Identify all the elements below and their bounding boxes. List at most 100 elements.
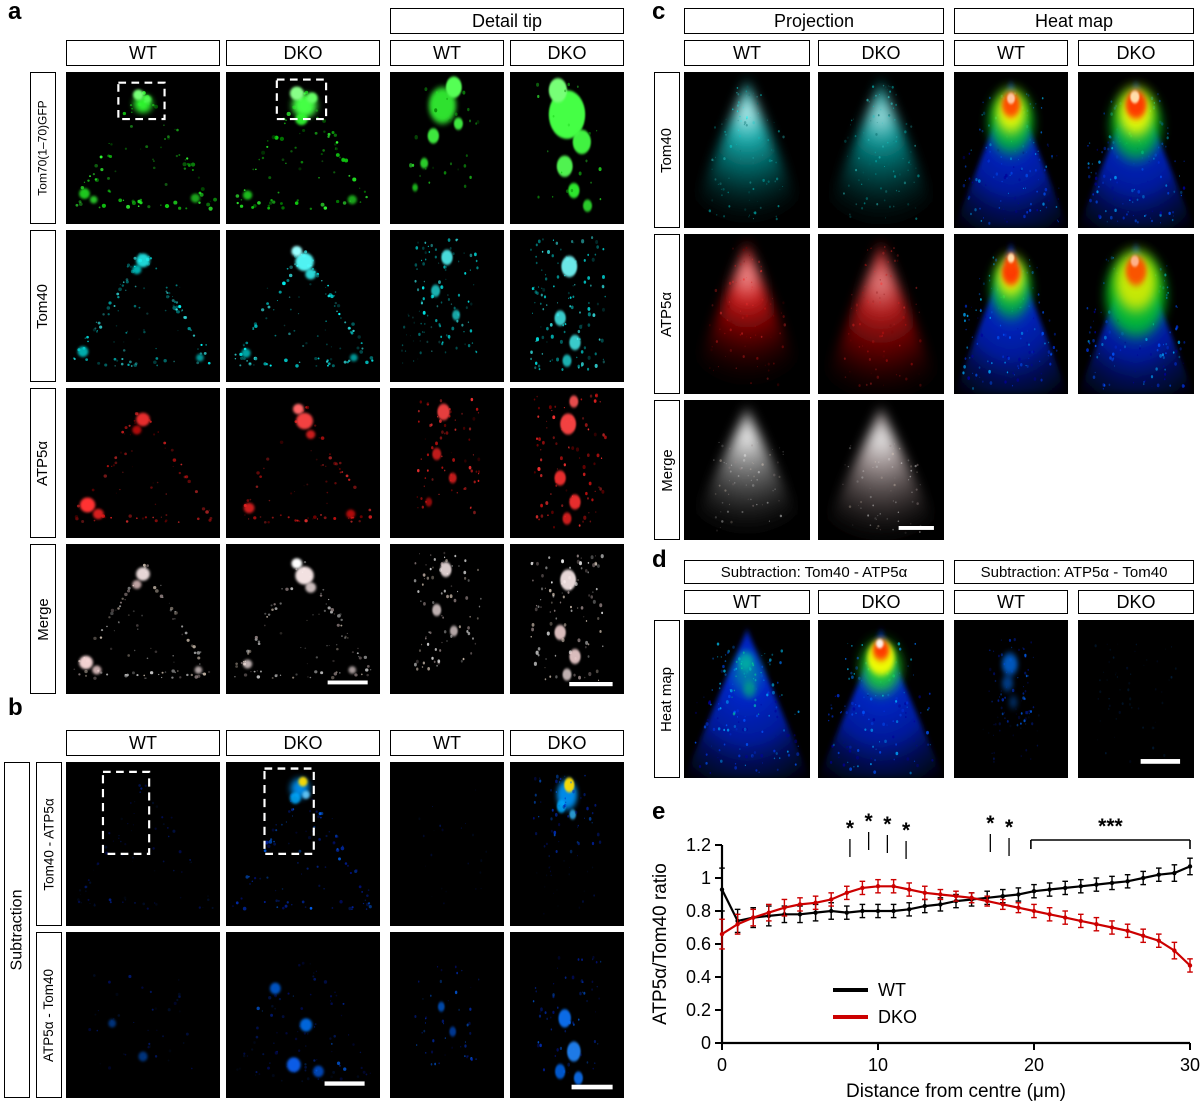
panel-c-label: c <box>652 0 666 25</box>
micrograph-a-atp5a-dko <box>226 388 380 538</box>
panel-a-detail-header-dko: DKO <box>510 40 624 66</box>
svg-text:30: 30 <box>1180 1055 1200 1075</box>
panel-d-label: d <box>652 546 667 573</box>
panel-c-row-label-tom40: Tom40 <box>654 72 680 228</box>
svg-text:*: * <box>865 810 874 833</box>
micrograph-a-atp5a-wt-detail <box>390 388 504 538</box>
heatmap-d-sub2-wt <box>954 620 1068 778</box>
micrograph-b-sub2-dko-detail <box>510 932 624 1098</box>
panel-e-label: e <box>652 798 666 825</box>
heatmap-d-sub2-dko <box>1078 620 1194 778</box>
panel-b-row-label-tom40-atp5a: Tom40 - ATP5α <box>36 762 62 926</box>
micrograph-a-merge-wt <box>66 544 220 694</box>
panel-a-col-header-wt: WT <box>66 40 220 66</box>
micrograph-a-gfp-wt-detail <box>390 72 504 224</box>
micrograph-c-proj-merge-dko <box>818 400 944 540</box>
svg-text:*: * <box>846 817 855 840</box>
panel-c-heat-header-dko: DKO <box>1078 40 1194 66</box>
heatmap-c-atp5a-wt <box>954 234 1068 394</box>
micrograph-b-sub2-wt-detail <box>390 932 504 1098</box>
micrograph-a-tom40-wt-detail <box>390 230 504 382</box>
micrograph-b-sub1-dko <box>226 762 380 926</box>
svg-text:1.2: 1.2 <box>686 835 711 855</box>
micrograph-a-merge-dko <box>226 544 380 694</box>
panel-a-label: a <box>8 0 22 25</box>
panel-d-header-wt-2: WT <box>954 590 1068 614</box>
micrograph-a-tom40-dko <box>226 230 380 382</box>
svg-text:0.8: 0.8 <box>686 901 711 921</box>
micrograph-b-sub2-wt <box>66 932 220 1098</box>
micrograph-a-gfp-dko-detail <box>510 72 624 224</box>
heatmap-c-tom40-dko <box>1078 72 1194 228</box>
heatmap-c-tom40-wt <box>954 72 1068 228</box>
micrograph-c-proj-tom40-dko <box>818 72 944 228</box>
panel-d-group-header-1: Subtraction: Tom40 - ATP5α <box>684 560 944 584</box>
panel-c-group-header-projection: Projection <box>684 8 944 34</box>
panel-c-row-label-merge: Merge <box>654 400 680 540</box>
panel-a-row-label-tom40: Tom40 <box>30 230 56 382</box>
micrograph-a-atp5a-wt <box>66 388 220 538</box>
svg-text:*: * <box>1005 816 1014 839</box>
svg-text:*: * <box>986 812 995 835</box>
panel-c-proj-header-dko: DKO <box>818 40 944 66</box>
micrograph-a-gfp-dko <box>226 72 380 224</box>
micrograph-b-sub1-wt-detail <box>390 762 504 926</box>
panel-b-col-header-wt: WT <box>66 730 220 756</box>
svg-text:*: * <box>883 813 892 836</box>
panel-b-detail-header-dko: DKO <box>510 730 624 756</box>
micrograph-c-proj-tom40-wt <box>684 72 810 228</box>
panel-e-chart: 0 0.2 0.4 0.6 0.8 1 1.2 0 10 20 30 Distance from ce… <box>650 806 1200 1105</box>
micrograph-a-atp5a-dko-detail <box>510 388 624 538</box>
panel-a-row-label-atp5a: ATP5α <box>30 388 56 538</box>
svg-text:***: *** <box>1098 815 1123 838</box>
micrograph-c-proj-atp5a-wt <box>684 234 810 394</box>
micrograph-a-tom40-wt <box>66 230 220 382</box>
svg-text:*: * <box>902 819 911 842</box>
micrograph-b-sub2-dko <box>226 932 380 1098</box>
panel-b-row-label-atp5a-tom40: ATP5α - Tom40 <box>36 932 62 1098</box>
panel-a-detail-tip-header: Detail tip <box>390 8 624 34</box>
micrograph-a-merge-dko-detail <box>510 544 624 694</box>
svg-text:Distance from centre (μm): Distance from centre (μm) <box>846 1081 1066 1102</box>
svg-text:1: 1 <box>701 868 711 888</box>
panel-d-header-dko-1: DKO <box>818 590 944 614</box>
svg-text:DKO: DKO <box>878 1007 917 1027</box>
panel-a-row-label-gfp: Tom70(1–70)GFP <box>30 72 56 224</box>
panel-b-detail-header-wt: WT <box>390 730 504 756</box>
panel-c-group-header-heatmap: Heat map <box>954 8 1194 34</box>
svg-text:10: 10 <box>868 1055 888 1075</box>
heatmap-d-sub1-dko <box>818 620 944 778</box>
panel-d-header-wt-1: WT <box>684 590 810 614</box>
svg-text:0.6: 0.6 <box>686 934 711 954</box>
micrograph-b-sub1-dko-detail <box>510 762 624 926</box>
panel-c-heat-header-wt: WT <box>954 40 1068 66</box>
micrograph-a-tom40-dko-detail <box>510 230 624 382</box>
micrograph-c-proj-atp5a-dko <box>818 234 944 394</box>
micrograph-b-sub1-wt <box>66 762 220 926</box>
svg-text:0.2: 0.2 <box>686 1000 711 1020</box>
svg-text:0: 0 <box>717 1055 727 1075</box>
panel-b-label: b <box>8 694 23 721</box>
svg-text:20: 20 <box>1024 1055 1044 1075</box>
svg-text:0: 0 <box>701 1033 711 1053</box>
micrograph-a-gfp-wt <box>66 72 220 224</box>
ratio-line-chart: 0 0.2 0.4 0.6 0.8 1 1.2 0 10 20 30 Distance from ce… <box>650 810 1200 1102</box>
heatmap-d-sub1-wt <box>684 620 810 778</box>
svg-text:ATP5α/Tom40 ratio: ATP5α/Tom40 ratio <box>650 863 671 1025</box>
micrograph-a-merge-wt-detail <box>390 544 504 694</box>
panel-a-col-header-dko: DKO <box>226 40 380 66</box>
panel-b-side-label-subtraction: Subtraction <box>4 762 30 1098</box>
panel-d-group-header-2: Subtraction: ATP5α - Tom40 <box>954 560 1194 584</box>
panel-b-col-header-dko: DKO <box>226 730 380 756</box>
micrograph-c-proj-merge-wt <box>684 400 810 540</box>
heatmap-c-atp5a-dko <box>1078 234 1194 394</box>
panel-d-header-dko-2: DKO <box>1078 590 1194 614</box>
panel-d-row-label-heatmap: Heat map <box>654 620 680 778</box>
panel-c-row-label-atp5a: ATP5α <box>654 234 680 394</box>
panel-a-detail-header-wt: WT <box>390 40 504 66</box>
svg-text:WT: WT <box>878 980 906 1000</box>
panel-c-proj-header-wt: WT <box>684 40 810 66</box>
svg-text:0.4: 0.4 <box>686 967 711 987</box>
panel-a-row-label-merge: Merge <box>30 544 56 694</box>
